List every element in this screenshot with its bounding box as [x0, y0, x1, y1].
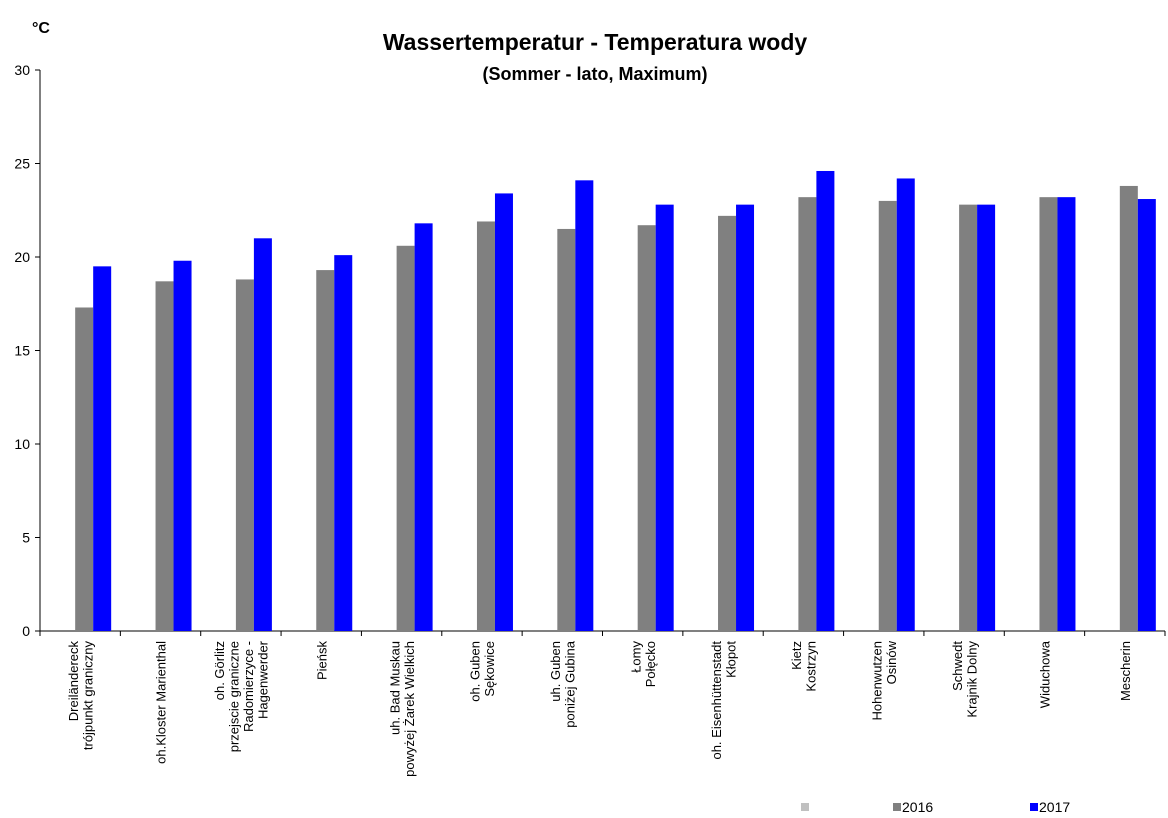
y-tick-label: 10	[14, 436, 30, 452]
legend-label: 2016	[902, 799, 933, 815]
x-tick-label: Kietz	[789, 641, 804, 670]
x-tick-label: Dreiländereck	[66, 641, 81, 722]
bar	[476, 221, 495, 631]
bar	[75, 307, 94, 631]
bar	[896, 178, 915, 631]
x-tick-label: Kostrzyn	[804, 641, 819, 692]
bar	[316, 270, 335, 631]
bar	[1057, 197, 1076, 631]
legend-label: 2017	[1039, 799, 1070, 815]
chart-subtitle: (Sommer - lato, Maximum)	[482, 64, 707, 84]
bar	[718, 215, 737, 632]
x-tick-label: uh. Guben	[548, 641, 563, 702]
y-tick-label: 0	[22, 623, 30, 639]
bar	[878, 200, 897, 631]
bar	[575, 180, 594, 631]
bar	[93, 266, 112, 631]
x-tick-label: oh.Kloster Marienthal	[154, 641, 169, 764]
bar	[655, 204, 674, 631]
bar	[959, 204, 978, 631]
x-tick-label: Hagenwerder	[256, 640, 271, 719]
y-tick-label: 25	[14, 156, 30, 172]
x-tick-label: Kłopot	[723, 641, 738, 678]
bar	[557, 228, 576, 631]
x-tick-label: oh. Eisenhüttenstadt	[709, 641, 724, 760]
x-tick-label: Sękowice	[482, 641, 497, 697]
bar	[173, 260, 192, 631]
y-tick-label: 15	[14, 343, 30, 359]
legend-swatch	[801, 803, 809, 811]
x-tick-label: Mescherin	[1118, 641, 1133, 701]
x-tick-label: uh. Bad Muskau	[387, 641, 402, 735]
x-tick-label: Widuchowa	[1037, 640, 1052, 708]
bar	[494, 193, 513, 632]
x-tick-label: trójpunkt graniczny	[80, 641, 95, 751]
x-tick-label: Schwedt	[950, 641, 965, 691]
bar	[736, 204, 755, 631]
bar	[1039, 197, 1058, 631]
chart-title: Wassertemperatur - Temperatura wody	[383, 29, 808, 55]
x-tick-label: Łomy	[628, 641, 643, 673]
y-tick-label: 30	[14, 62, 30, 78]
bar	[816, 170, 835, 632]
bar	[155, 281, 174, 631]
x-tick-label: przejscie graniczne	[227, 641, 242, 752]
bar	[637, 225, 656, 631]
x-tick-label: Osinów	[884, 640, 899, 684]
bar	[977, 204, 996, 631]
bar	[414, 223, 433, 631]
legend-swatch	[1030, 803, 1038, 811]
x-tick-label: Pieńsk	[314, 641, 329, 681]
x-tick-label: Połęcko	[643, 641, 658, 687]
bar	[235, 279, 254, 631]
legend-swatch	[893, 803, 901, 811]
x-tick-label: Hohenwutzen	[870, 641, 885, 721]
bar	[1119, 185, 1138, 631]
bar	[334, 255, 353, 631]
x-tick-label: powyżej Żarek Wielkich	[402, 641, 417, 777]
y-tick-label: 20	[14, 249, 30, 265]
x-tick-label: oh. Görlitz	[212, 641, 227, 700]
x-tick-label: Krajnik Dolny	[964, 641, 979, 718]
bar	[253, 238, 272, 632]
x-tick-label: oh. Guben	[468, 641, 483, 702]
bar	[798, 197, 817, 631]
x-tick-label: poniżej Gubina	[563, 640, 578, 727]
bar	[1137, 199, 1156, 631]
y-axis-label: °C	[32, 20, 50, 37]
y-tick-label: 5	[22, 530, 30, 546]
x-tick-label: Radomierzyce -	[241, 641, 256, 732]
bar	[396, 245, 415, 631]
